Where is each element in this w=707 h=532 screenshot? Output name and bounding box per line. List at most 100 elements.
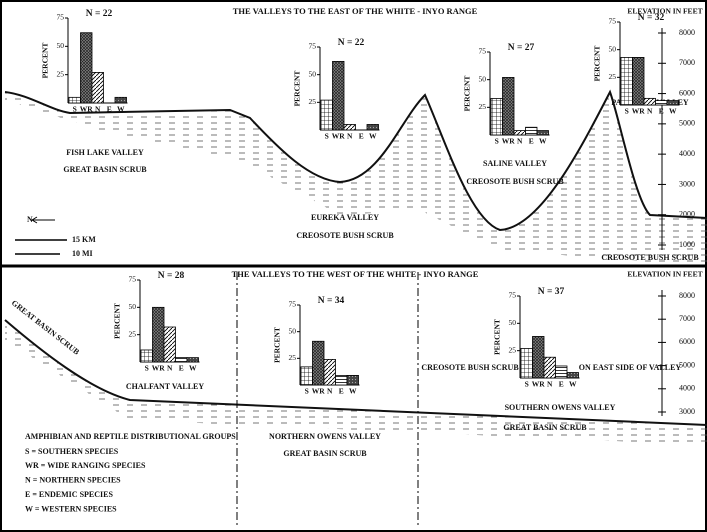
bar xyxy=(655,100,668,106)
histogram-title: N = 27 xyxy=(508,43,535,53)
x-tick-label: WR xyxy=(332,132,346,141)
y-axis-label: PERCENT xyxy=(463,76,472,112)
bar xyxy=(186,357,199,363)
elevation-tick-label: 7000 xyxy=(679,58,695,67)
bar xyxy=(366,124,379,131)
x-tick-label: W xyxy=(669,107,677,116)
y-axis-label: PERCENT xyxy=(41,43,50,79)
y-tick-label: 50 xyxy=(479,74,487,83)
y-tick-label: 25 xyxy=(57,69,65,78)
region-label: GREAT BASIN SCRUB xyxy=(503,423,587,432)
y-tick-label: 25 xyxy=(309,97,317,106)
bar xyxy=(80,32,93,104)
region-label: FISH LAKE VALLEY xyxy=(66,148,144,157)
y-tick-label: 75 xyxy=(509,291,517,300)
region-label: N xyxy=(27,215,33,224)
y-axis-label: PERCENT xyxy=(273,327,282,363)
y-tick-label: 75 xyxy=(289,300,297,309)
bar xyxy=(490,98,503,136)
bar xyxy=(163,326,176,363)
bar xyxy=(175,357,188,363)
north-arrow xyxy=(31,216,55,224)
bar xyxy=(346,374,359,386)
bar xyxy=(320,99,333,131)
elevation-tick-label: 7000 xyxy=(679,314,695,323)
y-axis-label: PERCENT xyxy=(293,71,302,107)
legend-item: S = SOUTHERN SPECIES xyxy=(25,447,119,456)
region-label: 10 MI xyxy=(72,249,93,258)
elevation-tick-label: 8000 xyxy=(679,28,695,37)
elevation-tick-label: 6000 xyxy=(679,337,695,346)
legend-item: N = NORTHERN SPECIES xyxy=(25,476,121,485)
bar xyxy=(343,124,356,131)
region-label: CREOSOTE BUSH SCRUB xyxy=(601,253,699,262)
bar xyxy=(513,130,526,136)
x-tick-label: E xyxy=(559,380,564,389)
legend-item: E = ENDEMIC SPECIES xyxy=(25,490,113,499)
x-tick-label: W xyxy=(117,105,125,114)
bar xyxy=(566,372,579,379)
legend-title: AMPHIBIAN AND REPTILE DISTRIBUTIONAL GRO… xyxy=(25,432,236,441)
region-label: 15 KM xyxy=(72,235,96,244)
x-tick-label: WR xyxy=(80,105,94,114)
terrain-profile xyxy=(4,319,707,426)
x-tick-label: WR xyxy=(312,387,326,396)
x-tick-label: WR xyxy=(532,380,546,389)
bar xyxy=(140,349,153,363)
bar xyxy=(620,57,633,106)
bar xyxy=(643,97,656,106)
panel-title: THE VALLEYS TO THE WEST OF THE WHITE - I… xyxy=(232,269,479,279)
elevation-label: ELEVATION IN FEET xyxy=(627,7,702,16)
ground xyxy=(5,320,707,445)
bar xyxy=(666,100,679,106)
histogram-title: N = 22 xyxy=(338,38,365,48)
y-tick-label: 50 xyxy=(609,44,617,53)
bar xyxy=(555,365,568,379)
x-tick-label: W xyxy=(349,387,357,396)
y-tick-label: 75 xyxy=(479,47,487,56)
region-label: ON EAST SIDE OF VALLEY xyxy=(579,363,682,372)
legend-item: W = WESTERN SPECIES xyxy=(25,504,117,513)
histogram-title: N = 34 xyxy=(318,296,345,306)
bar xyxy=(114,96,127,104)
bar xyxy=(335,374,348,386)
x-tick-label: E xyxy=(107,105,112,114)
bar xyxy=(312,340,325,386)
y-axis-label: PERCENT xyxy=(493,319,502,355)
x-tick-label: S xyxy=(495,137,499,146)
x-tick-label: S xyxy=(305,387,309,396)
bar xyxy=(543,356,556,379)
y-tick-label: 25 xyxy=(509,345,517,354)
y-tick-label: 25 xyxy=(129,329,137,338)
x-tick-label: N xyxy=(647,107,653,116)
bar xyxy=(152,306,165,363)
x-tick-label: W xyxy=(189,364,197,373)
region-label: EUREKA VALLEY xyxy=(311,213,379,222)
region-label: SOUTHERN OWENS VALLEY xyxy=(505,403,616,412)
region-label: CHALFANT VALLEY xyxy=(126,382,205,391)
x-tick-label: E xyxy=(339,387,344,396)
x-tick-label: S xyxy=(325,132,329,141)
y-tick-label: 75 xyxy=(609,17,617,26)
x-tick-label: E xyxy=(179,364,184,373)
x-tick-label: N xyxy=(167,364,173,373)
y-tick-label: 50 xyxy=(289,326,297,335)
elevation-tick-label: 5000 xyxy=(679,360,695,369)
x-tick-label: WR xyxy=(632,107,646,116)
panel-title: THE VALLEYS TO THE EAST OF THE WHITE - I… xyxy=(233,6,478,16)
terrain-profile xyxy=(4,89,707,232)
legend-item: WR = WIDE RANGING SPECIES xyxy=(25,461,146,470)
region-label: CREOSOTE BUSH SCRUB xyxy=(296,231,394,240)
x-tick-label: N xyxy=(547,380,553,389)
y-tick-label: 50 xyxy=(57,41,65,50)
histogram-title: N = 22 xyxy=(86,9,113,19)
y-axis-label: PERCENT xyxy=(113,303,122,339)
region-label: NORTHERN OWENS VALLEY xyxy=(269,432,381,441)
x-tick-label: S xyxy=(525,380,529,389)
y-tick-label: 25 xyxy=(609,72,617,81)
bar xyxy=(332,60,345,131)
x-tick-label: W xyxy=(539,137,547,146)
elevation-label: ELEVATION IN FEET xyxy=(627,270,702,279)
ground xyxy=(5,92,707,262)
